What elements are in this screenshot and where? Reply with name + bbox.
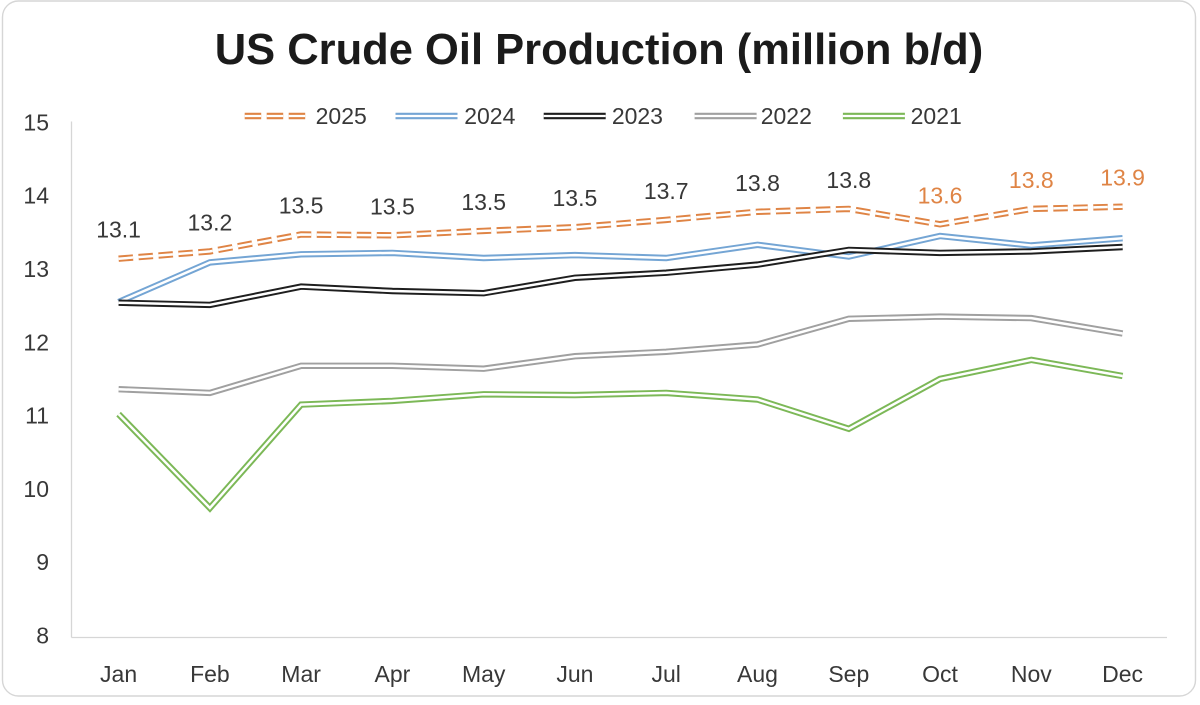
svg-text:2024: 2024 — [464, 103, 515, 129]
svg-text:13.8: 13.8 — [1009, 167, 1054, 193]
svg-text:13: 13 — [23, 256, 49, 282]
svg-text:2022: 2022 — [761, 103, 812, 129]
svg-text:2023: 2023 — [612, 103, 663, 129]
svg-text:Nov: Nov — [1011, 661, 1052, 687]
svg-text:13.5: 13.5 — [461, 189, 506, 215]
svg-text:13.5: 13.5 — [553, 185, 598, 211]
svg-text:13.8: 13.8 — [826, 167, 871, 193]
svg-text:Jan: Jan — [100, 661, 137, 687]
svg-text:13.2: 13.2 — [188, 209, 233, 235]
svg-text:Oct: Oct — [922, 661, 958, 687]
svg-text:Feb: Feb — [190, 661, 230, 687]
svg-text:Mar: Mar — [281, 661, 321, 687]
svg-text:10: 10 — [23, 476, 49, 502]
svg-text:Apr: Apr — [375, 661, 411, 687]
svg-text:13.5: 13.5 — [279, 193, 324, 219]
svg-text:13.6: 13.6 — [918, 182, 963, 208]
svg-text:May: May — [462, 661, 506, 687]
svg-text:14: 14 — [23, 183, 49, 209]
svg-text:13.9: 13.9 — [1100, 165, 1145, 191]
svg-text:13.1: 13.1 — [96, 217, 141, 243]
svg-text:Dec: Dec — [1102, 661, 1143, 687]
svg-text:8: 8 — [36, 623, 49, 649]
svg-text:13.5: 13.5 — [370, 193, 415, 219]
svg-text:2025: 2025 — [316, 103, 367, 129]
svg-text:9: 9 — [36, 549, 49, 575]
svg-text:Sep: Sep — [828, 661, 869, 687]
svg-text:11: 11 — [25, 403, 49, 429]
svg-text:2021: 2021 — [911, 103, 962, 129]
svg-text:12: 12 — [23, 329, 49, 355]
svg-text:13.8: 13.8 — [735, 170, 780, 196]
svg-text:15: 15 — [23, 109, 49, 135]
svg-text:13.7: 13.7 — [644, 178, 689, 204]
svg-text:US Crude Oil Production (milli: US Crude Oil Production (million b/d) — [215, 26, 983, 74]
svg-text:Jun: Jun — [556, 661, 593, 687]
svg-text:Jul: Jul — [651, 661, 680, 687]
svg-text:Aug: Aug — [737, 661, 778, 687]
